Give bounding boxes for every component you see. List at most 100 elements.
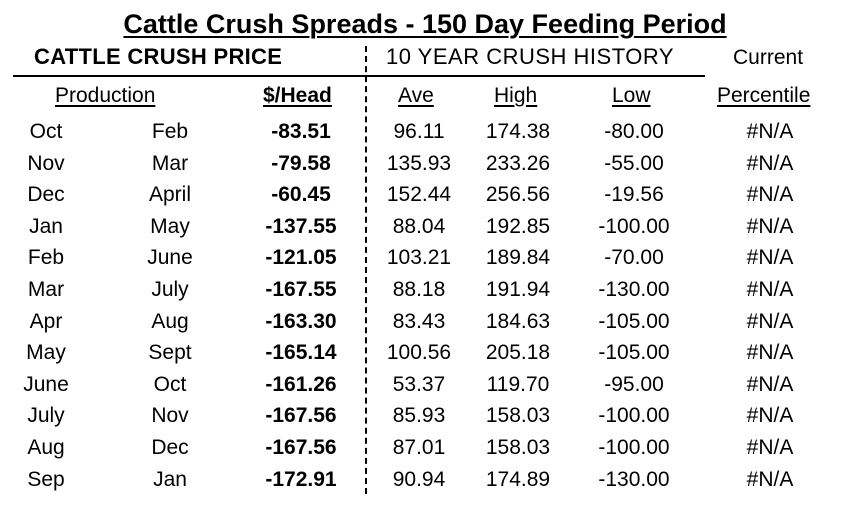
table-row: July Nov -167.56 85.93 158.03 -100.00 #N/A	[0, 403, 850, 435]
crush-per-head: -83.51	[271, 120, 331, 143]
history-low: -130.00	[598, 467, 670, 491]
history-average: 88.04	[392, 214, 446, 238]
crush-per-head: -165.14	[265, 341, 337, 365]
history-low: -105.00	[598, 309, 670, 333]
history-high: 192.85	[485, 214, 551, 238]
column-header-production: Production	[55, 84, 156, 107]
current-percentile: #N/A	[746, 372, 794, 396]
current-header: Current	[733, 46, 804, 69]
history-high: 191.94	[485, 278, 551, 301]
column-header-head: $/Head	[263, 84, 332, 107]
history-low: -70.00	[604, 246, 664, 270]
history-average: 96.11	[393, 120, 445, 143]
crush-per-head: -167.55	[265, 278, 337, 301]
history-low: -80.00	[604, 120, 664, 143]
marketing-month: Oct	[153, 372, 187, 396]
crush-per-head: -137.55	[265, 214, 337, 238]
current-percentile: #N/A	[746, 341, 794, 365]
placement-month: Dec	[27, 183, 65, 207]
history-low: -100.00	[598, 404, 670, 428]
history-high: 233.26	[485, 151, 551, 175]
placement-month: Nov	[27, 151, 65, 175]
marketing-month: May	[150, 214, 190, 238]
history-average: 88.18	[392, 278, 446, 301]
placement-month: Mar	[27, 278, 65, 301]
table-row: Apr Aug -163.30 83.43 184.63 -105.00 #N/A	[0, 309, 850, 341]
table-row: Aug Dec -167.56 87.01 158.03 -100.00 #N/A	[0, 435, 850, 467]
placement-month: Feb	[27, 246, 65, 270]
history-high: 158.03	[485, 404, 551, 428]
current-percentile: #N/A	[746, 404, 794, 428]
crush-history-header: 10 YEAR CRUSH HISTORY	[386, 44, 675, 69]
crush-per-head: -167.56	[265, 404, 337, 428]
history-average: 100.56	[386, 341, 452, 365]
history-average: 152.44	[386, 183, 452, 207]
history-average: 53.37	[392, 372, 446, 396]
current-percentile: #N/A	[746, 467, 794, 491]
history-high: 119.70	[486, 372, 550, 396]
current-percentile: #N/A	[746, 246, 794, 270]
marketing-month: April	[148, 183, 192, 207]
history-average: 90.94	[392, 467, 446, 491]
table-row: Sep Jan -172.91 90.94 174.89 -130.00 #N/A	[0, 467, 850, 499]
history-low: -105.00	[598, 341, 670, 365]
placement-month: Jan	[29, 214, 63, 238]
column-header-ave: Ave	[398, 84, 434, 107]
marketing-month: Nov	[151, 404, 189, 428]
placement-month: July	[27, 404, 65, 428]
current-percentile: #N/A	[746, 120, 794, 143]
marketing-month: July	[151, 278, 189, 301]
marketing-month: Sept	[148, 341, 192, 365]
table-row: Dec April -60.45 152.44 256.56 -19.56 #N/A	[0, 182, 850, 214]
page-title: Cattle Crush Spreads - 150 Day Feeding P…	[0, 8, 850, 40]
crush-per-head: -167.56	[265, 436, 337, 459]
history-low: -55.00	[604, 151, 664, 175]
marketing-month: Aug	[151, 309, 189, 333]
history-high: 205.18	[485, 341, 551, 365]
history-low: -100.00	[598, 214, 670, 238]
marketing-month: Feb	[151, 120, 189, 143]
crush-per-head: -161.26	[265, 372, 337, 396]
history-average: 135.93	[386, 151, 452, 175]
column-header-high: High	[494, 84, 538, 107]
crush-per-head: -79.58	[271, 151, 331, 175]
crush-per-head: -60.45	[271, 183, 331, 207]
marketing-month: Dec	[151, 436, 189, 459]
history-high: 189.84	[485, 246, 551, 270]
crush-per-head: -121.05	[265, 246, 337, 270]
history-low: -100.00	[598, 436, 670, 459]
placement-month: Aug	[27, 436, 65, 459]
placement-month: May	[26, 341, 66, 365]
table-row: Feb June -121.05 103.21 189.84 -70.00 #N/A	[0, 245, 850, 277]
page-title-text: Cattle Crush Spreads - 150 Day Feeding P…	[123, 9, 727, 39]
current-percentile: #N/A	[746, 278, 794, 301]
current-percentile: #N/A	[746, 183, 794, 207]
history-average: 103.21	[386, 246, 452, 270]
placement-month: Apr	[29, 309, 63, 333]
history-average: 87.01	[392, 436, 446, 459]
table-row: June Oct -161.26 53.37 119.70 -95.00 #N/A	[0, 372, 850, 404]
current-percentile: #N/A	[746, 309, 794, 333]
history-low: -19.56	[604, 183, 664, 207]
marketing-month: Jan	[153, 467, 187, 491]
placement-month: June	[23, 372, 69, 396]
crush-price-header: CATTLE CRUSH PRICE	[34, 44, 283, 69]
table-row: Oct Feb -83.51 96.11 174.38 -80.00 #N/A	[0, 119, 850, 151]
marketing-month: June	[147, 246, 193, 270]
table-row: Nov Mar -79.58 135.93 233.26 -55.00 #N/A	[0, 151, 850, 183]
placement-month: Sep	[27, 467, 65, 491]
header-rule	[13, 75, 705, 77]
column-divider	[365, 46, 367, 494]
table-row: Mar July -167.55 88.18 191.94 -130.00 #N/A	[0, 277, 850, 309]
history-high: 174.38	[485, 120, 551, 143]
history-low: -95.00	[604, 372, 664, 396]
table-row: Jan May -137.55 88.04 192.85 -100.00 #N/A	[0, 214, 850, 246]
history-average: 83.43	[392, 309, 446, 333]
placement-month: Oct	[29, 120, 63, 143]
table-row: May Sept -165.14 100.56 205.18 -105.00 #N/A	[0, 340, 850, 372]
history-low: -130.00	[598, 278, 670, 301]
current-percentile: #N/A	[746, 151, 794, 175]
history-average: 85.93	[392, 404, 446, 428]
column-header-low: Low	[612, 84, 651, 107]
crush-per-head: -163.30	[265, 309, 337, 333]
